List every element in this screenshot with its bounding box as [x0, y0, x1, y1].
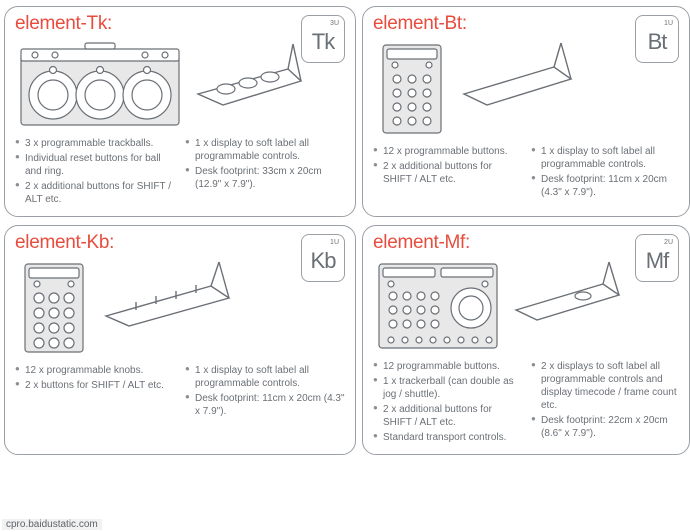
bullet: Desk footprint: 22cm x 20cm (8.6" x 7.9"…: [531, 414, 679, 440]
illus-bt-side: [459, 39, 589, 109]
bullets-bt-left: 12 x programmable buttons. 2 x additiona…: [373, 145, 521, 186]
bullet: Desk footprint: 11cm x 20cm (4.3" x 7.9"…: [531, 173, 679, 199]
bullet: 12 x programmable knobs.: [15, 364, 175, 377]
bullet: 3 x programmable trackballs.: [15, 137, 175, 150]
card-title: element-Bt:: [373, 13, 679, 35]
bullet: 12 x programmable buttons.: [373, 145, 521, 158]
badge-symbol: Bt: [648, 29, 667, 55]
badge-symbol: Kb: [311, 248, 336, 274]
bullets-mf-right: 2 x displays to soft label all programma…: [531, 360, 679, 440]
badge-mf: 2U Mf: [635, 234, 679, 282]
bullets-mf-left: 12 programmable buttons. 1 x trackerball…: [373, 360, 521, 444]
card-grid: element-Tk: 3U Tk: [0, 0, 690, 459]
bullets-tk-right: 1 x display to soft label all programmab…: [185, 137, 345, 191]
card-mf: element-Mf: 2U Mf: [362, 225, 690, 455]
card-bt: element-Bt: 1U Bt: [362, 6, 690, 217]
bullet: Desk footprint: 33cm x 20cm (12.9" x 7.9…: [185, 165, 345, 191]
illus-kb-panel: [15, 258, 93, 358]
badge-tk: 3U Tk: [301, 15, 345, 63]
card-tk: element-Tk: 3U Tk: [4, 6, 356, 217]
card-title: element-Kb:: [15, 232, 345, 254]
bullet: 2 x buttons for SHIFT / ALT etc.: [15, 379, 175, 392]
illus-bt-panel: [373, 39, 451, 139]
illus-mf-side: [511, 258, 631, 324]
bullet: Desk footprint: 11cm x 20cm (4.3" x 7.9"…: [185, 392, 345, 418]
bullet: 1 x display to soft label all programmab…: [185, 364, 345, 390]
bullet: 1 x display to soft label all programmab…: [185, 137, 345, 163]
illus-tk-panel: [15, 39, 185, 131]
badge-kb: 1U Kb: [301, 234, 345, 282]
badge-symbol: Mf: [646, 248, 668, 274]
bullet: 12 programmable buttons.: [373, 360, 521, 373]
card-kb: element-Kb: 1U Kb: [4, 225, 356, 455]
bullet: Individual reset buttons for ball and ri…: [15, 152, 175, 178]
illus-tk-side: [193, 39, 313, 109]
illus-mf-panel: [373, 258, 503, 354]
illus-kb-side: [101, 258, 251, 330]
bullet: 2 x additional buttons for SHIFT / ALT e…: [373, 403, 521, 429]
badge-units: 2U: [664, 239, 673, 246]
bullet: 2 x additional buttons for SHIFT / ALT e…: [373, 160, 521, 186]
bullet: 2 x displays to soft label all programma…: [531, 360, 679, 412]
badge-units: 1U: [330, 239, 339, 246]
bullet: 2 x additional buttons for SHIFT / ALT e…: [15, 180, 175, 206]
bullets-tk-left: 3 x programmable trackballs. Individual …: [15, 137, 175, 206]
bullets-kb-left: 12 x programmable knobs. 2 x buttons for…: [15, 364, 175, 392]
footer-source: cpro.baidustatic.com: [2, 519, 102, 530]
card-title: element-Tk:: [15, 13, 345, 35]
badge-bt: 1U Bt: [635, 15, 679, 63]
badge-units: 1U: [664, 20, 673, 27]
badge-symbol: Tk: [312, 29, 334, 55]
card-title: element-Mf:: [373, 232, 679, 254]
bullets-bt-right: 1 x display to soft label all programmab…: [531, 145, 679, 199]
bullets-kb-right: 1 x display to soft label all programmab…: [185, 364, 345, 418]
bullet: 1 x display to soft label all programmab…: [531, 145, 679, 171]
badge-units: 3U: [330, 20, 339, 27]
bullet: Standard transport controls.: [373, 431, 521, 444]
bullet: 1 x trackerball (can double as jog / shu…: [373, 375, 521, 401]
